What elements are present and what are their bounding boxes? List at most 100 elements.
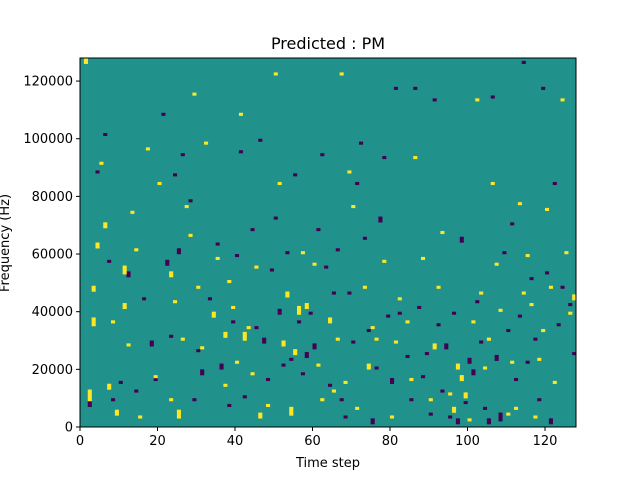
heatmap-cell-high-95 (510, 360, 515, 364)
x-axis-label: Time step (295, 456, 360, 471)
heatmap-cell-low-68 (405, 354, 410, 359)
heatmap-cell-low-19 (196, 349, 201, 353)
heatmap-cell-low-17 (188, 199, 193, 203)
y-tick-label: 60000 (32, 248, 73, 263)
heatmap-cell-low-101 (533, 337, 538, 341)
heatmap-cell-high-40 (250, 372, 255, 376)
heatmap-cell-low-51 (335, 248, 340, 252)
heatmap-cell-low-107 (556, 323, 561, 327)
heatmap-cell-low-12 (165, 259, 170, 266)
heatmap-cell-low-82 (459, 236, 464, 243)
heatmap-cell-low-73 (424, 352, 429, 356)
heatmap-cell-high-93 (498, 308, 503, 312)
heatmap-cell-low-6 (126, 271, 131, 278)
heatmap-cell-low-40 (293, 173, 298, 177)
heatmap-cell-low-54 (347, 291, 352, 295)
heatmap-cell-low-91 (494, 354, 499, 361)
heatmap-cell-low-15 (176, 248, 181, 255)
heatmap-cell-low-80 (452, 311, 457, 315)
heatmap-cell-high-6 (103, 222, 108, 229)
heatmap-cell-low-57 (359, 141, 364, 145)
x-tick-label: 60 (304, 434, 321, 449)
heatmap-cell-low-86 (475, 300, 480, 304)
heatmap-cell-low-98 (521, 60, 526, 64)
heatmap-cell-high-56 (328, 317, 333, 324)
heatmap-cell-high-23 (180, 337, 185, 341)
heatmap-cell-high-84 (463, 392, 468, 399)
heatmap-cell-high-97 (517, 202, 522, 206)
heatmap-cell-high-24 (184, 205, 189, 209)
heatmap-cell-high-36 (235, 360, 240, 364)
heatmap-cell-low-10 (153, 377, 158, 382)
heatmap-cell-high-43 (266, 403, 271, 408)
heatmap-cell-high-35 (231, 305, 236, 309)
heatmap-cell-low-4 (111, 398, 116, 402)
heatmap-cell-low-69 (409, 398, 414, 402)
heatmap-cell-high-16 (145, 147, 150, 151)
heatmap-cell-low-0 (87, 401, 92, 408)
heatmap-cell-high-31 (215, 256, 220, 260)
heatmap-cell-low-42 (300, 372, 305, 376)
heatmap-cell-high-79 (440, 230, 445, 235)
heatmap-cell-low-11 (161, 112, 166, 116)
heatmap-cell-low-105 (548, 418, 553, 425)
heatmap-cell-high-108 (564, 251, 569, 255)
heatmap-cell-low-84 (467, 357, 472, 364)
heatmap-cell-low-109 (568, 303, 573, 307)
heatmap-cell-high-80 (448, 392, 453, 396)
heatmap-cell-low-78 (444, 343, 449, 350)
heatmap-cell-low-79 (448, 415, 453, 419)
heatmap-cell-low-2 (103, 132, 108, 137)
heatmap-cell-low-90 (490, 95, 495, 99)
heatmap-cell-low-34 (269, 268, 274, 272)
heatmap-cell-high-73 (409, 377, 414, 382)
heatmap-cell-high-88 (479, 291, 484, 295)
heatmap-cell-high-3 (91, 285, 96, 292)
heatmap-cell-high-75 (421, 256, 426, 260)
heatmap-cell-high-101 (533, 415, 538, 419)
heatmap-cell-low-39 (289, 357, 294, 361)
x-tick-label: 0 (76, 434, 84, 449)
heatmap-cell-high-42 (258, 412, 263, 419)
heatmap-cell-low-38 (285, 251, 290, 255)
heatmap-cell-high-30 (211, 311, 216, 318)
heatmap-cell-high-71 (397, 297, 402, 301)
heatmap-cell-low-103 (541, 86, 546, 90)
heatmap-cell-low-92 (498, 412, 503, 422)
x-tick-label: 20 (149, 434, 166, 449)
heatmap-cell-high-1 (87, 389, 92, 402)
heatmap-cell-high-53 (312, 262, 317, 266)
heatmap-cell-low-16 (180, 153, 185, 157)
heatmap-cell-low-108 (560, 285, 565, 289)
heatmap-cell-low-48 (324, 265, 329, 269)
heatmap-cell-high-14 (134, 248, 139, 252)
heatmap-cell-low-43 (304, 352, 309, 359)
heatmap-cell-high-110 (572, 294, 577, 301)
heatmap-cell-high-78 (436, 285, 441, 289)
heatmap-cell-high-47 (285, 291, 290, 298)
heatmap-cell-low-22 (215, 242, 220, 246)
heatmap-cell-high-109 (568, 311, 573, 315)
heatmap-cell-low-20 (200, 369, 205, 376)
heatmap-cell-low-9 (149, 340, 154, 347)
heatmap-cell-high-82 (455, 363, 460, 370)
heatmap-cell-low-14 (173, 173, 178, 177)
heatmap-cell-high-51 (300, 251, 305, 255)
heatmap-cell-low-24 (227, 403, 232, 408)
heatmap-cells (83, 58, 577, 425)
heatmap-cell-low-65 (390, 377, 395, 384)
heatmap-cell-high-96 (514, 406, 519, 410)
heatmap-cell-high-34 (227, 279, 232, 284)
heatmap-cell-low-1 (95, 170, 100, 174)
heatmap-cell-low-66 (393, 86, 398, 90)
heatmap-cell-high-66 (370, 326, 375, 330)
heatmap-cell-low-97 (517, 314, 522, 318)
heatmap-cell-high-74 (413, 156, 418, 160)
heatmap-cell-low-23 (219, 363, 224, 370)
heatmap-cell-low-32 (262, 337, 267, 344)
heatmap-cell-high-20 (169, 398, 174, 402)
heatmap-cell-low-87 (479, 340, 484, 344)
heatmap-cell-high-8 (111, 320, 116, 324)
heatmap-cell-low-94 (506, 328, 511, 333)
heatmap-cell-low-99 (525, 360, 530, 364)
